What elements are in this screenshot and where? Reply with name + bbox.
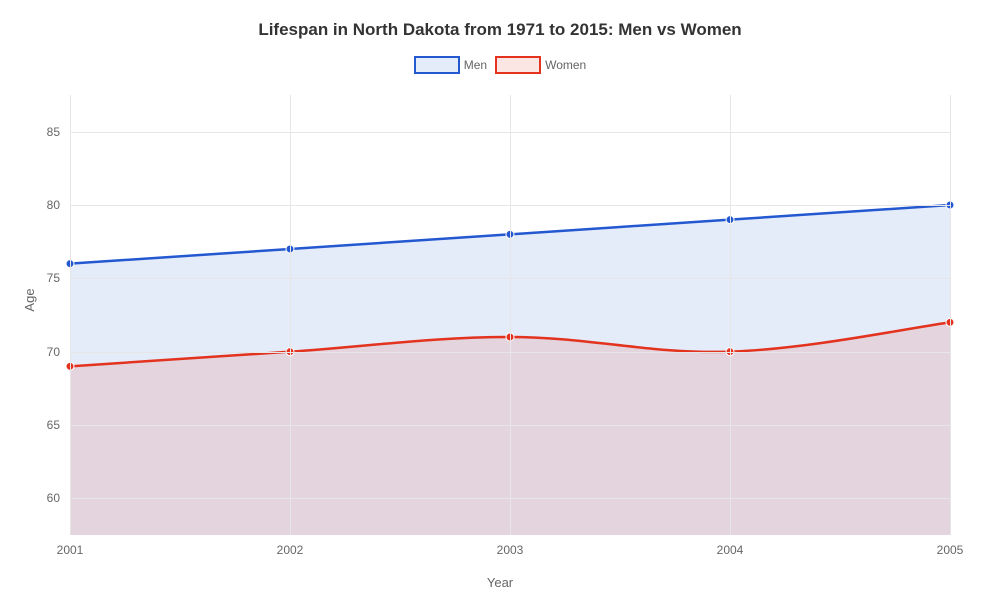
chart-title: Lifespan in North Dakota from 1971 to 20…: [0, 0, 1000, 40]
plot-area: 20012002200320042005606570758085: [70, 95, 950, 535]
y-tick-label: 80: [47, 198, 60, 212]
legend-label-men: Men: [464, 58, 487, 72]
legend-swatch-women: [495, 56, 541, 74]
x-tick-label: 2002: [277, 543, 304, 557]
legend-item-men[interactable]: Men: [414, 56, 487, 74]
y-tick-label: 85: [47, 125, 60, 139]
y-tick-label: 70: [47, 345, 60, 359]
grid-line-horizontal: [70, 132, 950, 133]
grid-line-vertical: [950, 95, 951, 535]
x-tick-label: 2001: [57, 543, 84, 557]
y-axis-title: Age: [22, 288, 37, 311]
grid-line-horizontal: [70, 425, 950, 426]
x-tick-label: 2003: [497, 543, 524, 557]
grid-line-vertical: [510, 95, 511, 535]
grid-line-vertical: [290, 95, 291, 535]
legend-swatch-men: [414, 56, 460, 74]
grid-line-horizontal: [70, 205, 950, 206]
y-tick-label: 75: [47, 271, 60, 285]
grid-line-horizontal: [70, 278, 950, 279]
grid-line-horizontal: [70, 352, 950, 353]
x-tick-label: 2005: [937, 543, 964, 557]
y-tick-label: 60: [47, 491, 60, 505]
x-axis-title: Year: [487, 575, 513, 590]
grid-line-horizontal: [70, 498, 950, 499]
y-tick-label: 65: [47, 418, 60, 432]
chart-container: Lifespan in North Dakota from 1971 to 20…: [0, 0, 1000, 600]
x-tick-label: 2004: [717, 543, 744, 557]
legend-item-women[interactable]: Women: [495, 56, 586, 74]
legend-label-women: Women: [545, 58, 586, 72]
legend: Men Women: [0, 56, 1000, 74]
grid-line-vertical: [70, 95, 71, 535]
grid-line-vertical: [730, 95, 731, 535]
